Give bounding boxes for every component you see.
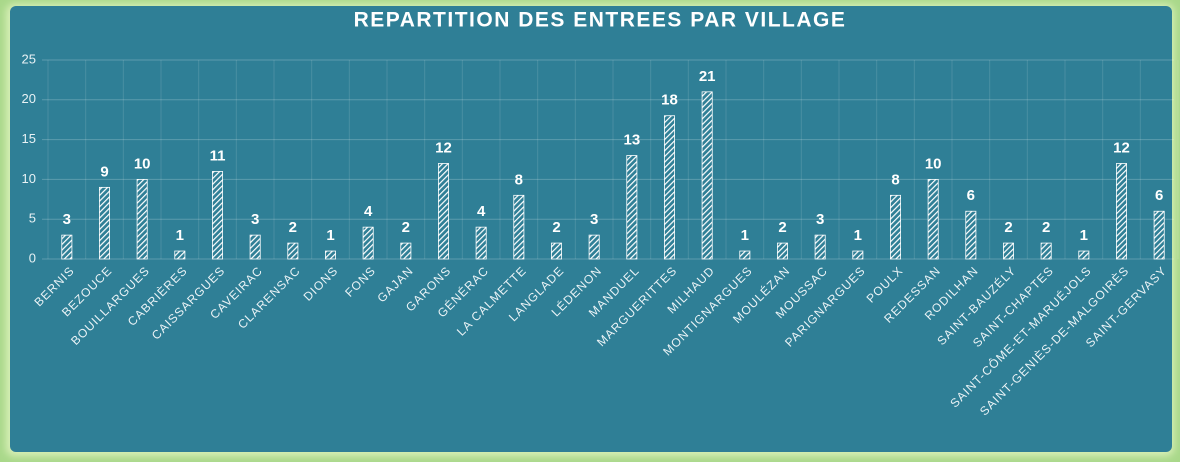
bar (927, 178, 939, 260)
bar (61, 234, 73, 260)
bar (400, 242, 412, 260)
data-label: 1 (176, 227, 184, 244)
bar (551, 242, 562, 260)
data-label: 3 (590, 211, 598, 228)
bar (1153, 210, 1165, 260)
bar (99, 186, 110, 260)
plot-background (10, 6, 1172, 452)
y-tick-label: 0 (29, 250, 36, 265)
bar (1116, 163, 1127, 260)
data-label: 9 (100, 163, 108, 180)
data-label: 1 (326, 227, 334, 244)
data-label: 1 (1080, 227, 1088, 244)
bar (174, 250, 186, 260)
data-label: 10 (925, 155, 942, 172)
bar (701, 91, 713, 260)
bar (739, 250, 751, 260)
data-label: 3 (816, 211, 824, 228)
data-label: 18 (661, 92, 678, 109)
data-label: 2 (1042, 219, 1050, 236)
data-label: 10 (134, 155, 151, 172)
data-label: 13 (623, 131, 640, 148)
y-tick-label: 20 (22, 91, 36, 106)
bar (287, 242, 299, 260)
bar (1040, 242, 1052, 260)
bar (777, 242, 788, 260)
data-label: 2 (778, 219, 786, 236)
bar (513, 194, 525, 260)
y-tick-label: 10 (22, 171, 36, 186)
y-tick-label: 25 (22, 51, 36, 66)
bar (664, 115, 675, 260)
data-label: 4 (477, 203, 486, 220)
y-tick-label: 15 (22, 131, 36, 146)
bar (362, 226, 374, 260)
bar (814, 234, 826, 260)
data-label: 2 (402, 219, 410, 236)
bar (626, 155, 638, 260)
bar (890, 194, 901, 260)
data-label: 6 (1155, 187, 1163, 204)
bar (136, 178, 148, 260)
bar (212, 171, 223, 260)
data-label: 4 (364, 203, 373, 220)
bar (475, 226, 487, 260)
data-label: 6 (967, 187, 975, 204)
data-label: 2 (1004, 219, 1012, 236)
bar (325, 250, 336, 260)
bar (438, 163, 449, 260)
y-tick-label: 5 (29, 211, 36, 226)
chart-title: REPARTITION DES ENTREES PAR VILLAGE (354, 9, 847, 32)
data-label: 2 (289, 219, 297, 236)
data-label: 11 (210, 147, 226, 164)
data-label: 12 (435, 139, 452, 156)
data-label: 3 (63, 211, 71, 228)
bar (249, 234, 261, 260)
bar (588, 234, 600, 260)
data-label: 8 (891, 171, 899, 188)
bar (852, 250, 864, 260)
bar (1078, 250, 1090, 260)
data-label: 1 (741, 227, 749, 244)
data-label: 3 (251, 211, 259, 228)
data-label: 1 (854, 227, 862, 244)
bar (1003, 242, 1014, 260)
data-label: 8 (515, 171, 523, 188)
data-label: 12 (1113, 139, 1130, 156)
data-label: 21 (699, 68, 716, 85)
bar (965, 210, 977, 260)
data-label: 2 (552, 219, 560, 236)
